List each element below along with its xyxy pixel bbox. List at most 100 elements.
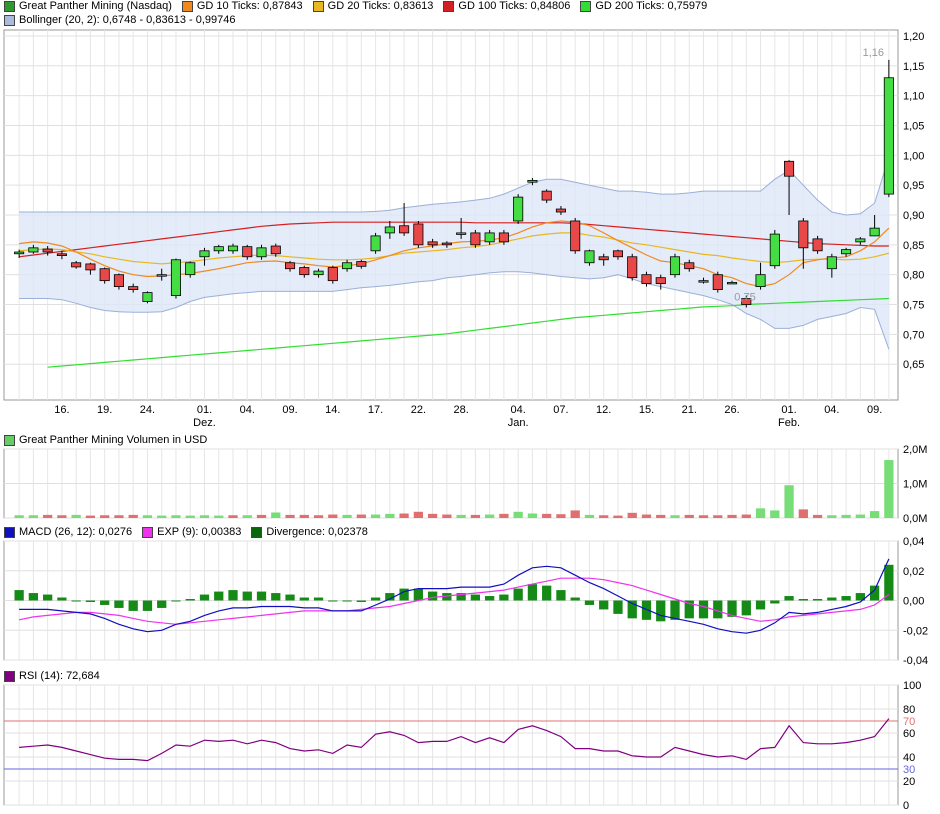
candle-body — [841, 249, 852, 255]
volume-y-tick-label: 0,0M — [903, 513, 927, 525]
macd-y-tick-label: 0,02 — [903, 566, 924, 578]
divergence-bar — [641, 600, 652, 620]
divergence-bar — [328, 600, 338, 602]
candle-body — [227, 245, 239, 252]
volume-bar — [470, 514, 481, 518]
legend-label: Great Panther Mining (Nasdaq) — [19, 0, 172, 12]
legend-swatch — [443, 0, 455, 12]
divergence-bar — [527, 584, 538, 601]
volume-bar — [641, 514, 652, 518]
divergence-bar — [770, 600, 780, 604]
volume-bar — [442, 514, 452, 518]
divergence-bar — [43, 594, 53, 601]
candle-body — [56, 253, 67, 256]
candle-body — [641, 274, 652, 285]
candle-body — [470, 232, 481, 246]
legend-label: MACD (26, 12): 0,0276 — [19, 526, 133, 538]
divergence-bar — [470, 594, 481, 601]
x-tick-label: 17. — [368, 404, 383, 416]
legend-swatch — [580, 0, 592, 12]
volume-bar — [827, 515, 837, 518]
candle-body — [142, 292, 153, 302]
legend-label: Divergence: 0,02378 — [266, 526, 368, 538]
price-y-tick-label: 1,05 — [903, 120, 924, 132]
x-tick-label: 28. — [453, 404, 468, 416]
bollinger-lower-line — [19, 271, 890, 350]
x-tick-label: 26. — [724, 404, 739, 416]
divergence-bar — [256, 591, 267, 601]
divergence-bar — [827, 597, 837, 601]
legend-swatch — [181, 0, 193, 12]
candle-body — [399, 225, 410, 234]
price-y-tick-label: 1,00 — [903, 150, 924, 162]
divergence-bar — [727, 600, 737, 617]
volume-bar — [869, 511, 880, 518]
rsi-y-tick-label: 40 — [903, 752, 915, 764]
price-y-tick-label: 0,70 — [903, 329, 924, 341]
macd-line — [19, 558, 890, 634]
x-tick-label: 24. — [140, 404, 155, 416]
x-tick-label: 09. — [282, 404, 297, 416]
candle-body — [28, 247, 39, 253]
candle-body — [798, 220, 809, 249]
volume-bar — [242, 515, 252, 518]
divergence-bar — [556, 590, 566, 601]
price-y-tick-label: 0,80 — [903, 270, 924, 282]
volume-bar — [85, 515, 96, 518]
sma100-line — [19, 221, 889, 258]
volume-bar — [485, 514, 495, 518]
candle-body — [741, 298, 752, 305]
divergence-bar — [869, 585, 880, 601]
divergence-bar — [812, 599, 823, 601]
legend-swatch — [4, 14, 15, 26]
volume-bar — [556, 514, 566, 518]
volume-bar — [43, 514, 53, 518]
candle-body — [170, 259, 182, 296]
volume-bar — [684, 514, 694, 518]
candle-body — [698, 280, 709, 283]
macd-y-tick-label: 0,00 — [903, 596, 924, 608]
legend-label: GD 200 Ticks: 0,75979 — [595, 0, 708, 12]
divergence-bar — [142, 600, 153, 611]
divergence-bar — [656, 600, 666, 622]
divergence-bar — [399, 588, 409, 601]
volume-bar — [142, 515, 153, 518]
divergence-bar — [627, 600, 637, 619]
divergence-bar — [299, 597, 309, 601]
bollinger-band — [19, 157, 889, 350]
volume-bar — [100, 515, 110, 518]
candle-body — [441, 242, 452, 246]
rsi-legend-item: RSI (14): 72,684 — [4, 670, 100, 682]
price-y-tick-label: 0,95 — [903, 180, 924, 192]
candle-body — [498, 232, 509, 243]
volume-bar — [370, 514, 381, 518]
divergence-bar — [85, 600, 96, 602]
candle-body — [712, 274, 723, 290]
candle-body — [242, 246, 253, 258]
candle-body — [627, 256, 638, 279]
divergence-bar — [798, 599, 808, 601]
price-y-tick-label: 0,85 — [903, 240, 924, 252]
legend-label: GD 20 Ticks: 0,83613 — [327, 0, 434, 12]
x-tick-label: 09. — [867, 404, 882, 416]
volume-bar — [171, 515, 181, 518]
x-tick-label: 04. — [511, 404, 526, 416]
legend-swatch — [312, 0, 324, 12]
candle-body — [384, 226, 395, 234]
x-tick-label: 12. — [596, 404, 611, 416]
volume-bar — [342, 514, 352, 518]
divergence-bar — [228, 590, 238, 601]
price-y-tick-label: 1,10 — [903, 91, 924, 103]
candle-body — [71, 262, 82, 268]
divergence-bar — [841, 596, 851, 601]
rsi-y-tick-label: 80 — [903, 704, 915, 716]
candle-body — [342, 262, 353, 270]
month-label: Feb. — [778, 417, 800, 429]
month-label: Dez. — [193, 417, 216, 429]
divergence-bar — [456, 593, 466, 601]
candle-body — [869, 227, 880, 237]
divergence-bar — [171, 600, 181, 602]
macd-y-tick-label: -0,04 — [903, 655, 928, 667]
legend-label: Bollinger (20, 2): 0,6748 - 0,83613 - 0,… — [19, 14, 236, 26]
divergence-bar — [100, 600, 110, 605]
